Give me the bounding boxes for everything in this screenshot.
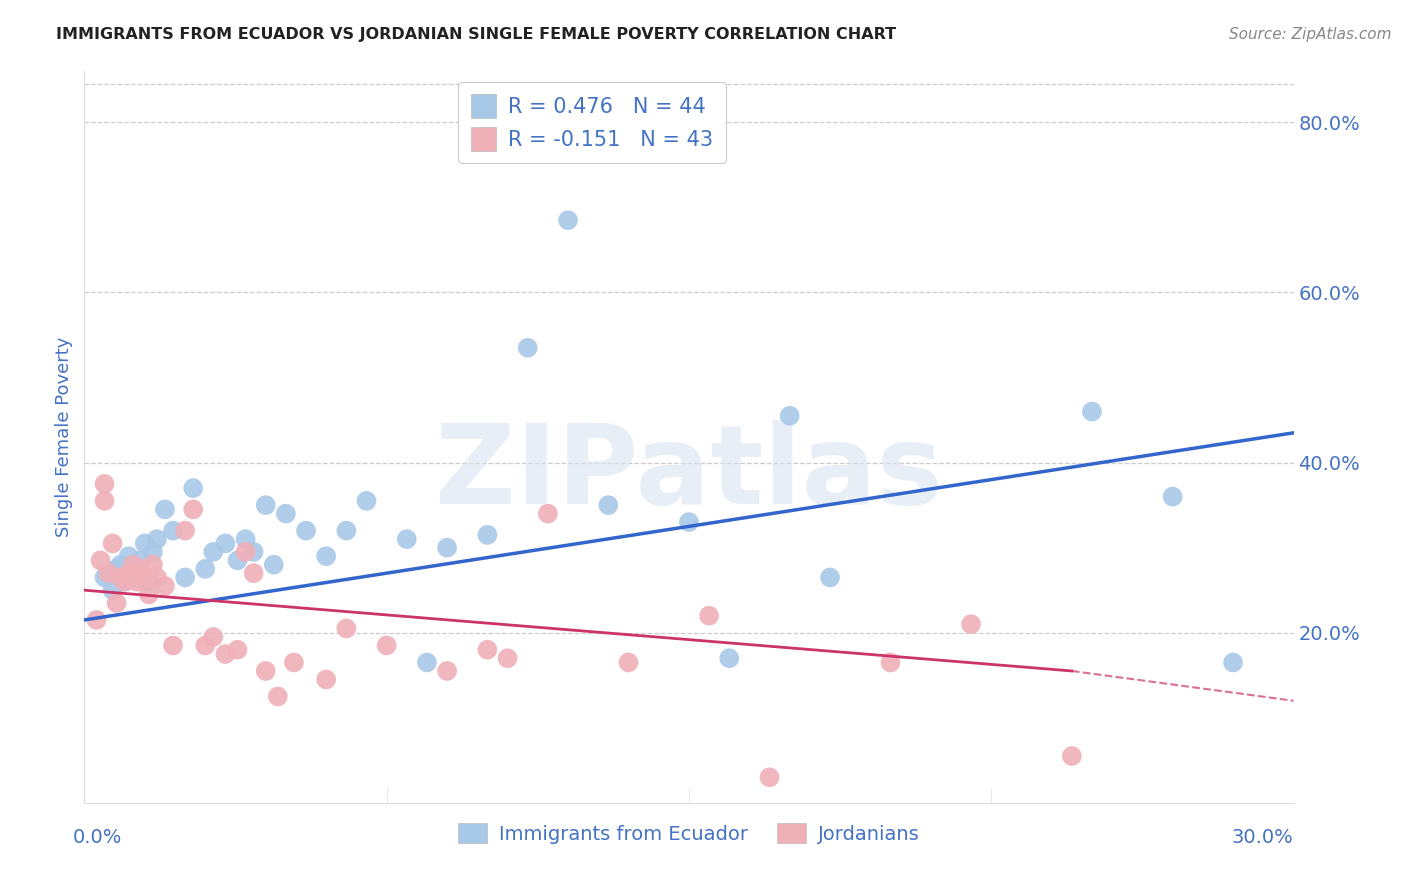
Text: ZIPatlas: ZIPatlas — [434, 420, 943, 527]
Point — [93, 570, 115, 584]
Point — [138, 587, 160, 601]
Point — [97, 566, 120, 581]
Point — [93, 494, 115, 508]
Point — [153, 579, 176, 593]
Point — [121, 558, 143, 572]
Point — [121, 566, 143, 581]
Point — [1060, 749, 1083, 764]
Point — [335, 622, 357, 636]
Point — [235, 545, 257, 559]
Point — [129, 553, 152, 567]
Point — [181, 502, 204, 516]
Point — [101, 536, 124, 550]
Point — [138, 574, 160, 589]
Point — [537, 507, 560, 521]
Point — [134, 570, 156, 584]
Point — [375, 639, 398, 653]
Point — [226, 642, 249, 657]
Point — [162, 639, 184, 653]
Point — [598, 498, 620, 512]
Point — [162, 524, 184, 538]
Text: 0.0%: 0.0% — [72, 828, 122, 847]
Point — [146, 532, 169, 546]
Point — [263, 558, 285, 572]
Point — [960, 617, 983, 632]
Point — [146, 570, 169, 584]
Point — [110, 570, 132, 584]
Point — [818, 570, 841, 584]
Point — [1081, 404, 1104, 418]
Point — [254, 498, 277, 512]
Point — [496, 651, 519, 665]
Point — [202, 630, 225, 644]
Point — [114, 574, 136, 589]
Point — [110, 558, 132, 572]
Point — [118, 566, 141, 581]
Text: Source: ZipAtlas.com: Source: ZipAtlas.com — [1229, 27, 1392, 42]
Text: 30.0%: 30.0% — [1232, 828, 1294, 847]
Point — [174, 570, 197, 584]
Point — [516, 341, 538, 355]
Point — [181, 481, 204, 495]
Point — [436, 664, 458, 678]
Point — [93, 476, 115, 491]
Point — [125, 574, 148, 589]
Point — [105, 596, 128, 610]
Point — [142, 545, 165, 559]
Point — [718, 651, 741, 665]
Y-axis label: Single Female Poverty: Single Female Poverty — [55, 337, 73, 537]
Point — [125, 570, 148, 584]
Point — [226, 553, 249, 567]
Point — [1161, 490, 1184, 504]
Text: IMMIGRANTS FROM ECUADOR VS JORDANIAN SINGLE FEMALE POVERTY CORRELATION CHART: IMMIGRANTS FROM ECUADOR VS JORDANIAN SIN… — [56, 27, 897, 42]
Point — [101, 583, 124, 598]
Point — [416, 656, 439, 670]
Point — [395, 532, 418, 546]
Point — [86, 613, 108, 627]
Point — [295, 524, 318, 538]
Point — [315, 673, 337, 687]
Point — [436, 541, 458, 555]
Point — [194, 562, 217, 576]
Point — [274, 507, 297, 521]
Point — [118, 549, 141, 563]
Point — [779, 409, 801, 423]
Point — [89, 553, 111, 567]
Point — [267, 690, 290, 704]
Point — [879, 656, 901, 670]
Point — [678, 515, 700, 529]
Point — [335, 524, 357, 538]
Point — [214, 647, 236, 661]
Point — [283, 656, 305, 670]
Point — [174, 524, 197, 538]
Point — [142, 558, 165, 572]
Point — [1222, 656, 1244, 670]
Point — [134, 536, 156, 550]
Legend: Immigrants from Ecuador, Jordanians: Immigrants from Ecuador, Jordanians — [450, 815, 928, 852]
Point — [114, 574, 136, 589]
Point — [235, 532, 257, 546]
Point — [477, 642, 499, 657]
Point — [697, 608, 720, 623]
Point — [153, 502, 176, 516]
Point — [202, 545, 225, 559]
Point — [242, 566, 264, 581]
Point — [105, 562, 128, 576]
Point — [477, 528, 499, 542]
Point — [214, 536, 236, 550]
Point — [315, 549, 337, 563]
Point — [129, 562, 152, 576]
Point — [617, 656, 640, 670]
Point — [254, 664, 277, 678]
Point — [242, 545, 264, 559]
Point — [356, 494, 378, 508]
Point — [557, 213, 579, 227]
Point — [194, 639, 217, 653]
Point — [758, 770, 780, 784]
